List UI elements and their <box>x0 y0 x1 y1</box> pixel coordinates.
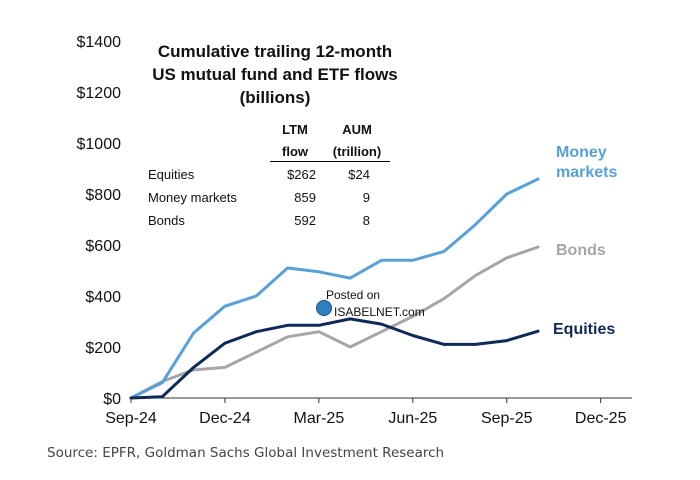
table-row-flow: 592 <box>294 213 316 228</box>
watermark-site: ISABELNET.com <box>334 305 425 319</box>
x-tick-label: Mar-25 <box>294 410 345 427</box>
y-tick-label: $1400 <box>77 34 122 51</box>
chart-title-line-3: (billions) <box>239 88 311 107</box>
table-row-flow: 859 <box>294 190 316 205</box>
series-line-equities <box>129 317 540 400</box>
table-row-flow: $262 <box>287 167 316 182</box>
y-tick-label: $400 <box>85 289 121 306</box>
globe-icon <box>316 300 332 316</box>
chart-title: Cumulative trailing 12-month US mutual f… <box>120 40 430 109</box>
table-header-ltm: LTM <box>282 122 308 137</box>
series-label-money-markets-line-1: Money <box>556 144 607 161</box>
series-line-bonds <box>129 245 540 400</box>
x-tick-label: Dec-25 <box>575 410 627 427</box>
source-note: Source: EPFR, Goldman Sachs Global Inves… <box>47 445 445 461</box>
table-row-label: Equities <box>148 167 195 182</box>
series-label-money-markets-line-2: markets <box>556 164 618 181</box>
table-row-aum: $24 <box>348 167 370 182</box>
x-tick-label: Dec-24 <box>199 410 251 427</box>
chart-title-line-2: US mutual fund and ETF flows <box>152 65 398 84</box>
x-tick-label: Sep-25 <box>481 410 533 427</box>
y-tick-label: $1200 <box>77 85 122 102</box>
series-label-money-markets: Money markets <box>556 143 617 183</box>
chart-title-line-1: Cumulative trailing 12-month <box>157 42 393 61</box>
watermark: Posted on ISABELNET.com <box>316 288 456 322</box>
series-line-money-markets <box>129 177 540 400</box>
y-tick-label: $200 <box>85 340 121 357</box>
y-tick-label: $1000 <box>77 136 122 153</box>
table-row-aum: 8 <box>362 213 370 228</box>
table-header-flow: flow <box>282 144 308 159</box>
y-tick-label: $600 <box>85 238 121 255</box>
table-header-trillion: (trillion) <box>332 144 382 159</box>
series-label-bonds: Bonds <box>556 242 606 259</box>
watermark-posted-on: Posted on <box>326 288 381 302</box>
x-tick-label: Sep-24 <box>105 410 157 427</box>
series-label-equities: Equities <box>553 321 616 338</box>
y-tick-label: $0 <box>103 391 121 408</box>
table-header-rule <box>270 161 390 162</box>
x-tick-label: Jun-25 <box>388 410 437 427</box>
table-row-label: Bonds <box>148 213 185 228</box>
y-tick-label: $800 <box>85 187 121 204</box>
table-header-aum: AUM <box>342 122 372 137</box>
table-row-label: Money markets <box>148 190 237 205</box>
table-row-aum: 9 <box>362 190 370 205</box>
